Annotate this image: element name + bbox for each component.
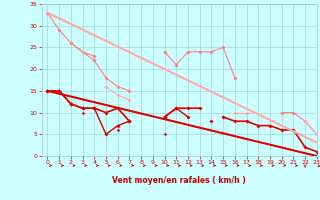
X-axis label: Vent moyen/en rafales ( km/h ): Vent moyen/en rafales ( km/h ) (112, 176, 246, 185)
